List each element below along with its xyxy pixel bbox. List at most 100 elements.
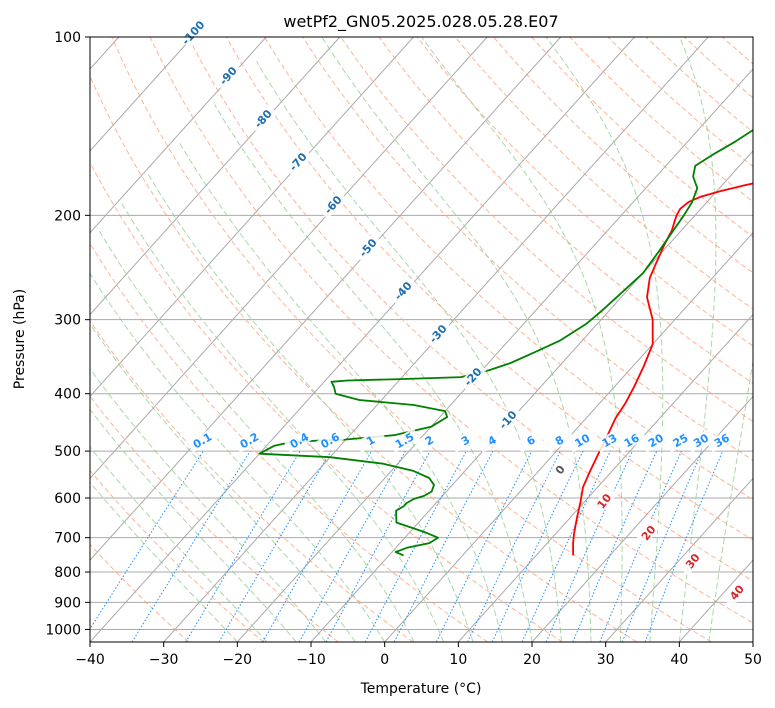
moist-adiabat-line (321, 37, 592, 642)
isotherm-line (310, 150, 753, 642)
moist-adiabat-label-group: 40 (723, 577, 751, 608)
x-tick-label: −30 (149, 652, 179, 668)
mixing-ratio-line (90, 450, 204, 630)
x-tick-label: 10 (449, 652, 467, 668)
mixing-ratio-label-bg (594, 428, 625, 453)
mixing-ratio-line (467, 450, 561, 642)
isotherm-line (605, 477, 753, 642)
mixing-ratio-label-bg (515, 428, 546, 453)
isotherm-line (90, 37, 488, 480)
mixing-ratio-label-group: 0.6 (314, 428, 346, 453)
x-tick-label: −40 (75, 652, 105, 668)
dry-adiabat-line (645, 37, 753, 133)
dry-adiabat-label-group: -40 (388, 276, 417, 306)
dry-adiabat-label-bg (423, 319, 452, 349)
dry-adiabat-line (90, 161, 563, 642)
moist-adiabat-line (545, 37, 664, 642)
x-tick-label: −20 (223, 652, 253, 668)
mixing-ratio-label-bg (355, 428, 386, 453)
dry-adiabat-line (340, 37, 753, 423)
moist-adiabat-line (90, 367, 327, 642)
dry-adiabat-label-bg (249, 104, 277, 134)
mixing-ratio-label-bg (476, 428, 508, 453)
moist-adiabat-line (421, 37, 623, 642)
mixing-ratio-label-group: 0.2 (234, 428, 265, 453)
dry-adiabat-line (264, 37, 753, 501)
mixing-ratio-line (364, 450, 467, 642)
y-tick-label: 600 (54, 491, 81, 507)
moist-adiabat-line (708, 358, 753, 642)
moist-adiabat-line (90, 446, 268, 642)
y-tick-label: 100 (54, 30, 81, 46)
y-tick-label: 800 (54, 565, 81, 581)
dewpoint-line (258, 128, 753, 557)
mixing-ratio-label-group: 8 (544, 428, 575, 453)
y-tick-label: 400 (54, 387, 81, 403)
isotherm-line (384, 232, 753, 642)
isotherm-line (752, 641, 753, 642)
dry-adiabat-label-bg (284, 147, 312, 177)
dry-adiabat-label-bg (179, 18, 207, 48)
dry-adiabat-label-group: -50 (353, 233, 382, 263)
dry-adiabat-line (493, 37, 753, 274)
isotherm-line (90, 37, 414, 398)
isotherm-line (531, 395, 753, 642)
moist-adiabat-label-bg (546, 454, 574, 485)
dry-adiabat-line (187, 37, 753, 582)
mixing-ratio-label-bg (314, 428, 346, 453)
x-tick-label: −10 (296, 652, 326, 668)
mixing-ratio-label-group: 4 (476, 428, 508, 453)
dry-adiabat-label: -100 (179, 18, 207, 47)
dry-adiabat-line (302, 37, 753, 461)
dry-adiabat-line (90, 242, 488, 642)
mixing-ratio-label-bg (616, 428, 647, 453)
isotherm-line (236, 68, 753, 642)
mixing-ratio-label-group: 0.4 (284, 428, 315, 453)
dry-adiabat-line (90, 395, 339, 642)
y-axis: 100 200 300 400 500 600 700 800 900 1000 (45, 30, 90, 638)
mixing-ratio-label-group: 0.1 (187, 428, 218, 453)
moist-adiabat-line (90, 272, 386, 642)
isotherm-line (90, 37, 267, 234)
mixing-ratio-line (185, 450, 301, 642)
dry-adiabat-line (761, 37, 775, 642)
chart-title: wetPf2_GN05.2025.028.05.28.E07 (283, 12, 558, 32)
dry-adiabat-label-group: -100 (179, 18, 208, 48)
temperature-line (572, 182, 753, 556)
y-tick-label: 1000 (45, 622, 81, 638)
dry-adiabat-line (90, 75, 638, 642)
y-axis-label: Pressure (hPa) (12, 289, 28, 389)
mixing-ratio-line (572, 450, 658, 642)
mixing-ratio-line (298, 450, 406, 642)
isotherm-line (90, 37, 341, 316)
dry-adiabat-label-bg (319, 190, 347, 220)
moist-adiabat-label-bg (590, 486, 618, 516)
dry-adiabat-line (90, 320, 414, 642)
moist-adiabat-line (90, 481, 238, 642)
mixing-ratio-line (325, 450, 431, 642)
moist-adiabat-line (256, 61, 562, 642)
mixing-ratio-line (491, 450, 584, 642)
x-tick-label: 50 (744, 652, 762, 668)
dry-adiabat-label-group: -80 (249, 104, 277, 134)
dry-adiabat-line (225, 37, 753, 541)
mixing-ratio-label-bg (187, 428, 218, 453)
y-tick-label: 500 (54, 444, 81, 460)
x-tick-label: 30 (597, 652, 615, 668)
mixing-ratio-line (521, 450, 611, 642)
moist-adiabat-line (147, 173, 474, 642)
mixing-ratio-line (435, 450, 533, 642)
isotherm-line (90, 37, 193, 152)
data-series (258, 128, 753, 557)
moist-adiabat-line (90, 408, 297, 642)
mixing-ratio-label-bg (234, 428, 265, 453)
mixing-ratio-label-bg (389, 428, 420, 453)
mixing-ratio-label-bg (566, 428, 598, 453)
mixing-ratio-label-bg (450, 428, 481, 453)
mixing-ratio-line (131, 450, 251, 642)
dry-adiabat-label-group: -90 (214, 61, 242, 91)
dry-adiabat-line (111, 37, 712, 642)
mixing-ratio-label-group: 2 (414, 428, 445, 453)
dry-adiabat-label-group: -30 (423, 319, 452, 349)
